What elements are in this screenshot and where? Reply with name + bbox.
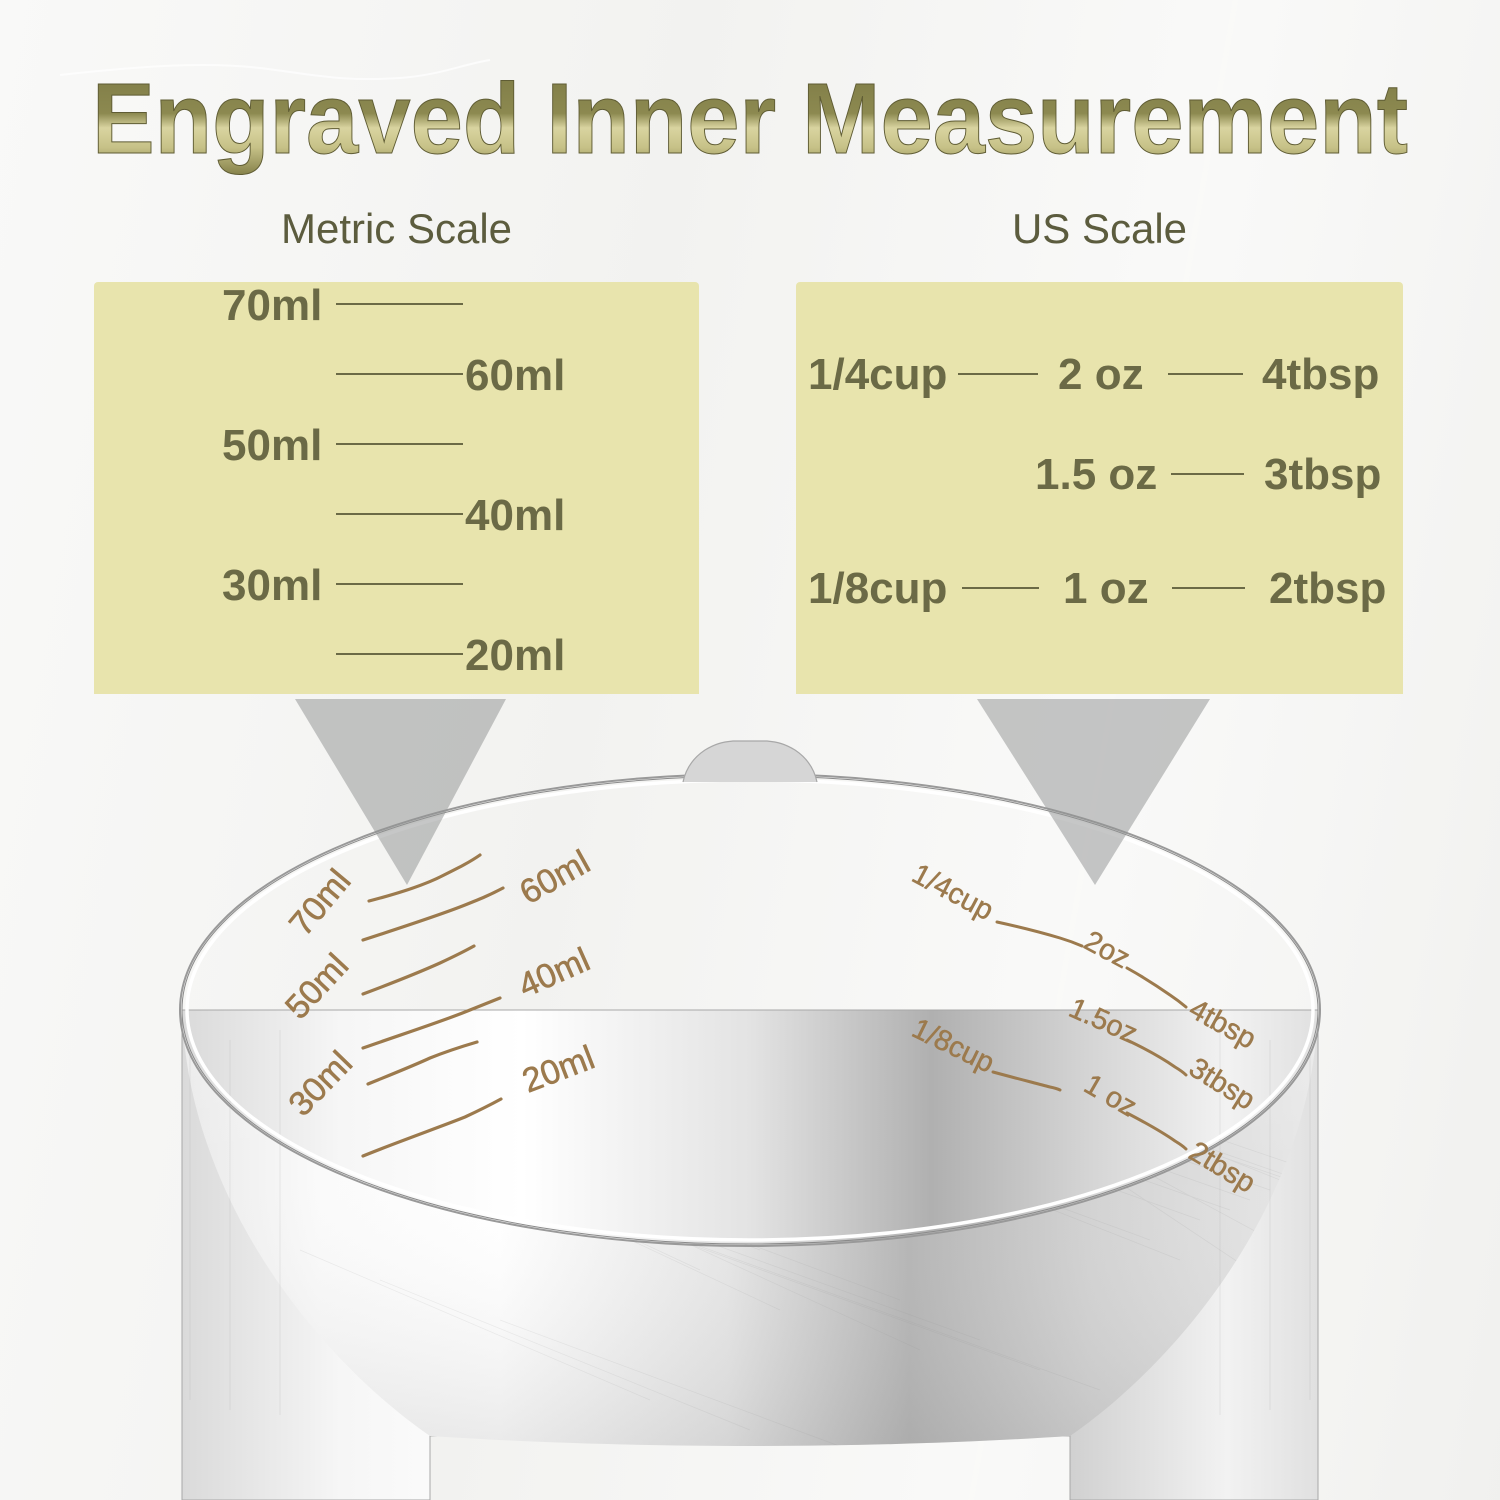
svg-text:60ml: 60ml — [513, 843, 596, 912]
svg-text:40ml: 40ml — [513, 941, 596, 1006]
svg-text:1/4cup: 1/4cup — [907, 858, 999, 927]
